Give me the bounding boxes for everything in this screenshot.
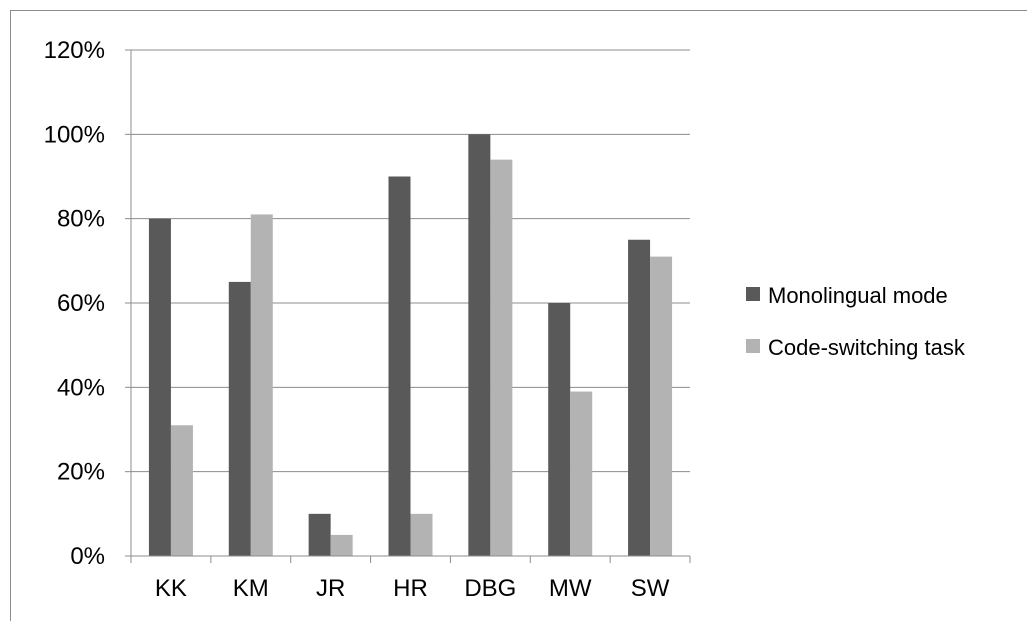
- legend-swatch: [746, 339, 760, 353]
- y-tick-label: 60%: [57, 290, 105, 317]
- bar: [170, 425, 193, 556]
- chart-frame: [10, 10, 1027, 621]
- y-tick-label: 120%: [44, 37, 105, 64]
- bar: [628, 239, 651, 556]
- bar: [548, 303, 571, 556]
- bar: [388, 176, 411, 556]
- y-tick-label: 20%: [57, 459, 105, 486]
- bar: [468, 134, 491, 557]
- bar: [410, 513, 433, 556]
- bar: [330, 534, 353, 556]
- bar: [650, 256, 673, 556]
- y-tick-label: 100%: [44, 121, 105, 148]
- bar: [308, 513, 331, 556]
- legend-label: Code-switching task: [768, 335, 966, 360]
- x-tick-label: MW: [549, 575, 592, 602]
- bar: [570, 391, 593, 556]
- legend-label: Monolingual mode: [768, 283, 948, 308]
- bar: [228, 281, 251, 556]
- x-tick-label: SW: [631, 575, 670, 602]
- x-tick-label: KM: [233, 575, 269, 602]
- y-tick-label: 0%: [70, 543, 105, 570]
- bar: [250, 214, 273, 556]
- bar: [490, 159, 513, 556]
- legend: Monolingual mode Code-switching task: [746, 283, 966, 360]
- bars: [148, 134, 673, 557]
- legend-swatch: [746, 287, 760, 301]
- y-tick-labels: 0% 20% 40% 60% 80% 100% 120%: [44, 37, 105, 570]
- x-tick-label: HR: [393, 575, 428, 602]
- x-tick-label: DBG: [464, 575, 516, 602]
- axes: [125, 49, 691, 563]
- bar: [148, 218, 171, 556]
- y-tick-label: 80%: [57, 206, 105, 233]
- x-tick-label: KK: [155, 575, 187, 602]
- x-tick-label: JR: [316, 575, 345, 602]
- y-tick-label: 40%: [57, 374, 105, 401]
- x-tick-labels: KK KM JR HR DBG MW SW: [155, 575, 670, 602]
